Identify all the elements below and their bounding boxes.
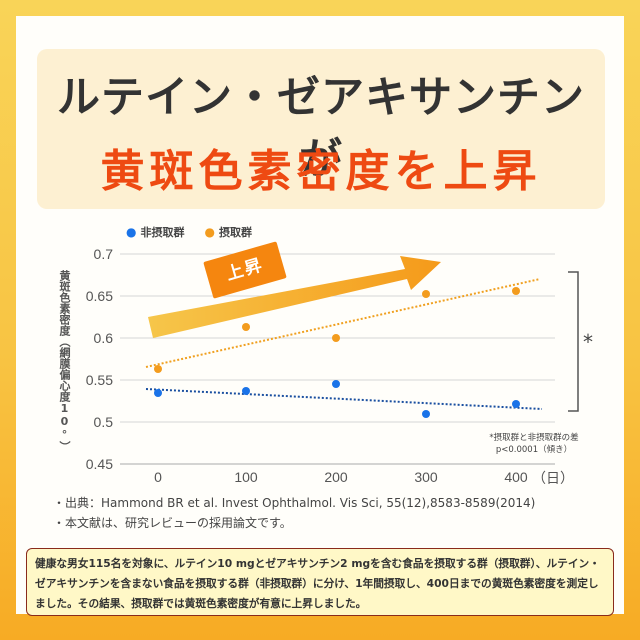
title-line2: 黄斑色素密度を上昇 [100,146,542,197]
legend-item-non-intake: ● 非摂取群 [126,224,184,240]
legend-dot-icon: ● [204,225,215,239]
source-citation: ・出典：Hammond BR et al. Invest Ophthalmol.… [53,493,535,533]
x-tick-labels: 0 100 200 300 400 [154,469,528,485]
legend-label: 非摂取群 [140,226,185,239]
non-intake-trendline [145,388,543,410]
rising-arrow-icon [148,256,441,338]
y-tick-labels: 0.7 0.65 0.6 0.55 0.5 0.45 [86,246,113,472]
svg-text:0.55: 0.55 [86,372,113,388]
title-box: ルテイン・ゼアキサンチンが 黄斑色素密度を上昇 [37,49,605,209]
svg-text:300: 300 [414,469,438,485]
title-line1: ルテイン・ゼアキサンチンが [57,73,585,185]
intake-points [154,287,520,373]
svg-text:0.6: 0.6 [94,330,114,346]
footnote-line1: *摂取群と非摂取群の差 [489,433,579,443]
svg-text:100: 100 [234,469,258,485]
svg-text:0.5: 0.5 [94,414,114,430]
intake-trendline [145,278,541,368]
x-unit-label: （日） [532,471,574,487]
y-axis-label: 黄斑色素密度（網膜偏心度10°） [58,270,71,452]
svg-text:400: 400 [504,469,528,485]
chart-legend: ● 非摂取群 ● 摂取群 [126,224,252,240]
source-line2: ・本文献は、研究レビューの採用論文です。 [53,516,292,530]
svg-text:0.45: 0.45 [86,456,113,472]
summary-box: 健康な男女115名を対象に、ルテイン10 mgとゼアキサンチン2 mgを含む食品… [26,548,614,616]
svg-text:0.65: 0.65 [86,288,113,304]
svg-text:200: 200 [324,469,348,485]
significance-footnote: *摂取群と非摂取群の差 p<0.0001（傾き） [454,432,614,456]
footnote-line2: p<0.0001（傾き） [495,445,573,455]
significance-bracket [568,271,579,412]
legend-dot-icon: ● [126,225,137,239]
svg-text:0.7: 0.7 [94,246,114,262]
legend-label: 摂取群 [218,226,252,239]
legend-item-intake: ● 摂取群 [204,224,251,240]
svg-text:0: 0 [154,469,162,485]
source-line1: ・出典：Hammond BR et al. Invest Ophthalmol.… [53,496,536,510]
significance-marker: * [583,330,593,354]
non-intake-points [154,380,520,418]
